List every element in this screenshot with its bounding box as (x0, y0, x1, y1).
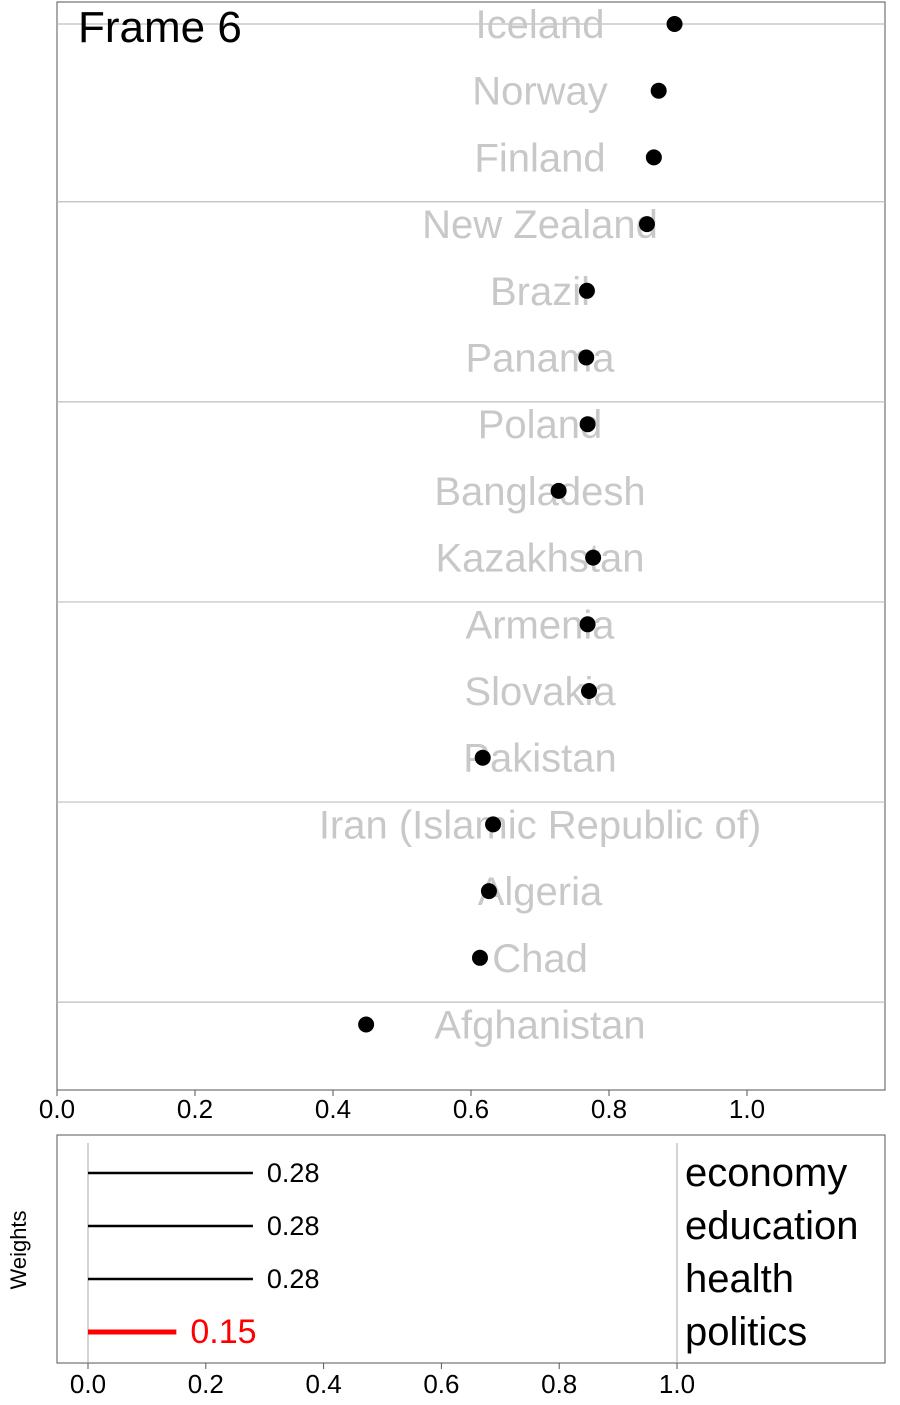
data-point (650, 82, 667, 99)
country-label: Afghanistan (434, 1004, 645, 1048)
data-point (578, 349, 595, 366)
x-tick-label: 0.6 (453, 1094, 489, 1124)
x-tick-label: 0.8 (591, 1094, 627, 1124)
category-label: education (685, 1204, 858, 1248)
x-tick-label: 0.4 (315, 1094, 351, 1124)
data-point (579, 416, 596, 433)
x-tick-label: 1.0 (729, 1094, 765, 1124)
data-point (471, 949, 488, 966)
category-label: economy (685, 1151, 847, 1195)
country-label: Bangladesh (434, 470, 645, 514)
x-tick-label: 0.0 (39, 1094, 75, 1124)
weight-value-label: 0.28 (267, 1158, 320, 1188)
country-label: Finland (474, 136, 605, 180)
data-point (578, 282, 595, 299)
data-point (579, 616, 596, 633)
weight-value-label: 0.28 (267, 1211, 320, 1241)
country-label: Brazil (490, 270, 590, 314)
y-axis-label: Weights (6, 1210, 31, 1289)
country-label: Norway (472, 70, 608, 114)
weights-x-tick-label: 0.8 (541, 1369, 577, 1399)
country-label: Kazakhstan (435, 537, 644, 581)
data-point (480, 883, 497, 900)
category-label: politics (685, 1310, 807, 1354)
weight-value-label: 0.28 (267, 1264, 320, 1294)
category-label: health (685, 1257, 794, 1301)
data-point (550, 482, 567, 499)
weight-value-label: 0.15 (190, 1313, 256, 1351)
weights-x-tick-label: 0.6 (423, 1369, 459, 1399)
data-point (585, 549, 602, 566)
data-point (666, 16, 683, 32)
country-label: Algeria (478, 870, 603, 914)
data-point (645, 149, 662, 166)
weights-x-tick-label: 1.0 (659, 1369, 695, 1399)
country-label: Iceland (476, 3, 605, 47)
weights-x-tick-label: 0.2 (188, 1369, 224, 1399)
data-point (474, 749, 491, 766)
weights-x-tick-label: 0.4 (306, 1369, 342, 1399)
data-point (358, 1016, 375, 1033)
country-label: Iran (Islamic Republic of) (319, 803, 761, 847)
weights-x-tick-label: 0.0 (70, 1369, 106, 1399)
weights-frame (56, 1134, 886, 1364)
x-tick-label: 0.2 (177, 1094, 213, 1124)
country-label: New Zealand (422, 203, 658, 247)
weights-plot: 0.28 economy 0.28 education 0.28 health 0.15 po… (6, 1134, 886, 1399)
frame-label: Frame 6 (78, 3, 242, 52)
country-label: Chad (492, 937, 588, 981)
data-point (485, 816, 502, 833)
data-point (638, 216, 655, 233)
data-point (580, 683, 597, 699)
